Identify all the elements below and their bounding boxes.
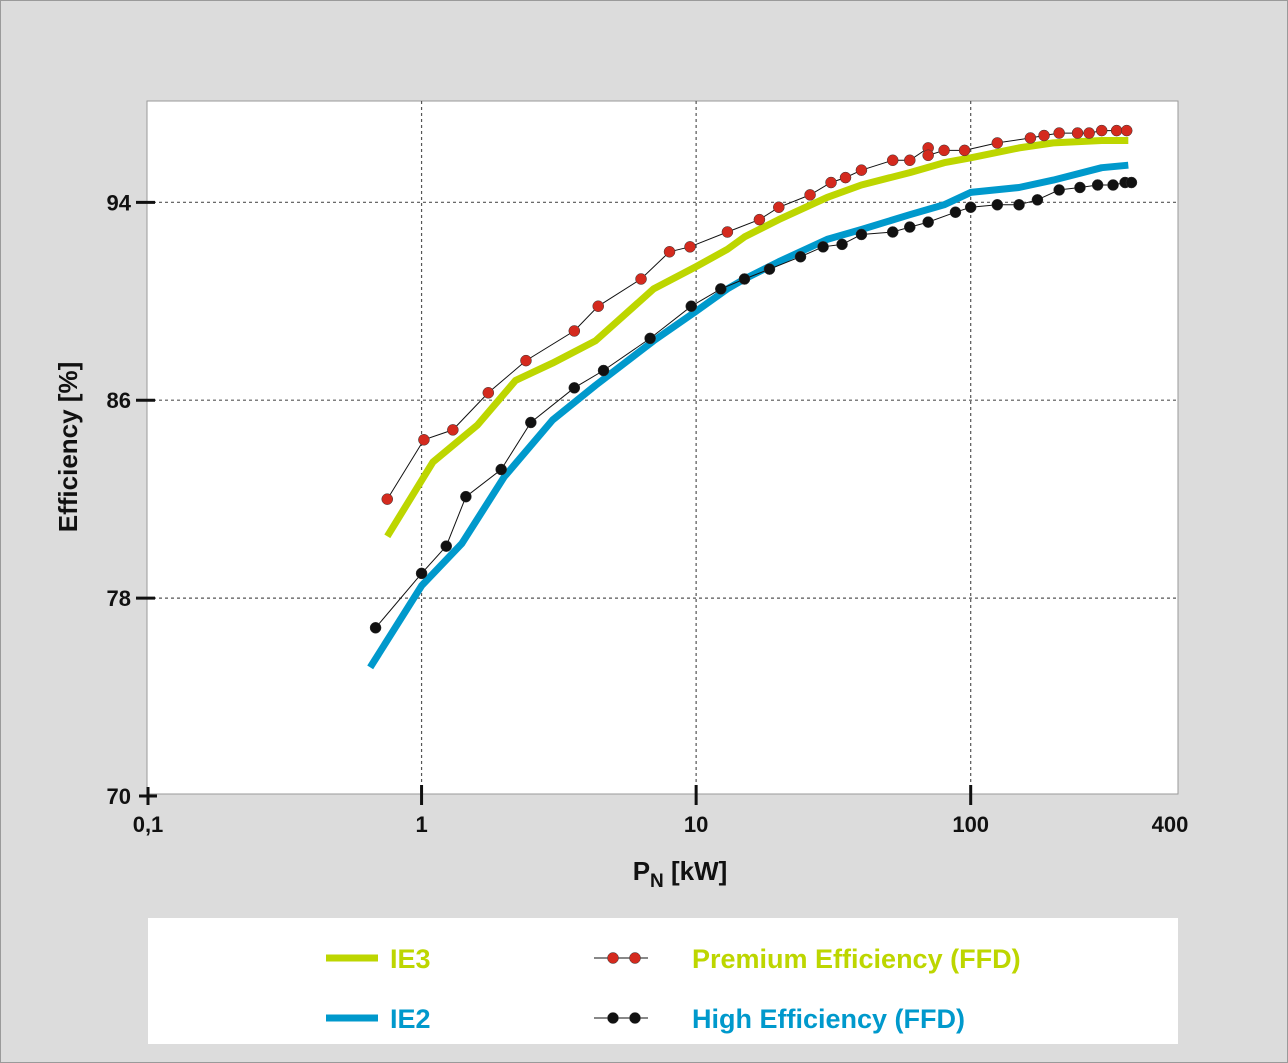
legend-label: Premium Efficiency (FFD) [692, 944, 1021, 974]
data-point-high-efficiency-ffd [794, 250, 807, 263]
data-point-premium-efficiency-ffd [839, 171, 852, 184]
data-point-high-efficiency-ffd [1013, 199, 1025, 211]
data-point-high-efficiency-ffd [949, 206, 962, 218]
data-point-premium-efficiency-ffd [568, 325, 581, 337]
data-point-high-efficiency-ffd [1107, 179, 1119, 191]
data-point-high-efficiency-ffd [1074, 181, 1086, 194]
data-point-high-efficiency-ffd [1125, 176, 1138, 189]
data-point-premium-efficiency-ffd [991, 137, 1004, 149]
data-point-premium-efficiency-ffd [1120, 124, 1133, 137]
data-point-premium-efficiency-ffd [1110, 124, 1123, 137]
legend-label: IE3 [390, 944, 431, 974]
data-point-premium-efficiency-ffd [886, 154, 899, 167]
data-point-high-efficiency-ffd [922, 216, 934, 228]
data-point-high-efficiency-ffd [904, 221, 916, 233]
data-point-premium-efficiency-ffd [381, 493, 394, 505]
data-point-premium-efficiency-ffd [663, 246, 676, 258]
data-point-high-efficiency-ffd [1031, 194, 1044, 206]
data-point-premium-efficiency-ffd [418, 434, 430, 446]
legend-swatch-marker [607, 1012, 619, 1024]
data-point-high-efficiency-ffd [763, 263, 776, 275]
data-point-high-efficiency-ffd [964, 201, 977, 214]
legend-box [148, 918, 1178, 1044]
series-layer [367, 124, 1138, 670]
data-point-premium-efficiency-ffd [1024, 132, 1037, 144]
data-point-high-efficiency-ffd [495, 463, 507, 476]
data-point-premium-efficiency-ffd [1038, 129, 1050, 142]
data-point-high-efficiency-ffd [886, 226, 899, 238]
data-point-premium-efficiency-ffd [1053, 127, 1065, 139]
data-point-premium-efficiency-ffd [1083, 127, 1095, 139]
data-point-high-efficiency-ffd [568, 382, 581, 394]
data-point-premium-efficiency-ffd [958, 144, 971, 157]
data-point-high-efficiency-ffd [1091, 179, 1104, 191]
legend: IE3 Premium Efficiency (FFD) IE2 High Effic… [326, 944, 1021, 1034]
y-tick-label: 94 [107, 190, 132, 215]
data-point-premium-efficiency-ffd [855, 164, 868, 176]
data-point-premium-efficiency-ffd [1071, 127, 1084, 139]
x-tick-label: 100 [952, 812, 989, 837]
data-point-high-efficiency-ffd [685, 300, 698, 312]
y-tick-label: 86 [107, 388, 131, 413]
data-point-high-efficiency-ffd [415, 567, 428, 580]
data-point-high-efficiency-ffd [1053, 184, 1065, 196]
data-point-high-efficiency-ffd [369, 622, 382, 634]
x-axis-label: PN [kW] [633, 856, 728, 892]
data-point-premium-efficiency-ffd [773, 201, 785, 214]
data-point-premium-efficiency-ffd [753, 213, 766, 226]
data-point-high-efficiency-ffd [817, 241, 829, 253]
data-point-premium-efficiency-ffd [804, 189, 816, 201]
data-point-high-efficiency-ffd [525, 416, 537, 429]
legend-swatch-marker [629, 952, 641, 964]
data-point-high-efficiency-ffd [597, 364, 610, 377]
data-point-high-efficiency-ffd [644, 332, 656, 345]
data-point-premium-efficiency-ffd [904, 154, 916, 167]
grid-layer [147, 101, 1178, 794]
data-point-high-efficiency-ffd [460, 490, 472, 503]
data-point-premium-efficiency-ffd [721, 226, 734, 238]
data-point-premium-efficiency-ffd [592, 300, 604, 312]
data-point-high-efficiency-ffd [836, 238, 848, 251]
data-point-premium-efficiency-ffd [1095, 124, 1108, 137]
legend-swatch-marker [629, 1012, 641, 1024]
y-tick-label: 78 [107, 586, 131, 611]
legend-label: High Efficiency (FFD) [692, 1004, 965, 1034]
data-point-high-efficiency-ffd [991, 199, 1004, 211]
x-tick-label: 10 [684, 812, 708, 837]
x-tick-label: 1 [415, 812, 427, 837]
plot-area [146, 100, 1179, 795]
data-point-premium-efficiency-ffd [482, 387, 495, 399]
data-point-premium-efficiency-ffd [825, 176, 837, 189]
y-tick-label: 70 [107, 784, 131, 809]
data-point-premium-efficiency-ffd [684, 241, 696, 253]
x-tick-label: 0,1 [133, 812, 164, 837]
legend-label: IE2 [390, 1004, 431, 1034]
data-point-premium-efficiency-ffd [922, 149, 934, 162]
data-point-premium-efficiency-ffd [635, 273, 647, 285]
legend-swatch-marker [607, 952, 619, 964]
series-line-ie2 [367, 161, 1129, 670]
data-point-premium-efficiency-ffd [447, 424, 459, 436]
data-point-high-efficiency-ffd [738, 273, 751, 285]
x-tick-label: 400 [1152, 812, 1189, 837]
data-point-premium-efficiency-ffd [938, 144, 950, 157]
data-point-high-efficiency-ffd [440, 540, 452, 552]
series-line-ie3 [384, 137, 1129, 539]
y-axis-label: Efficiency [%] [53, 362, 83, 533]
axes-layer: 70 78 86 94 0,1 1 10 100 400 [107, 190, 1189, 837]
data-point-high-efficiency-ffd [855, 228, 868, 241]
data-point-premium-efficiency-ffd [520, 354, 532, 367]
data-point-high-efficiency-ffd [715, 283, 727, 295]
